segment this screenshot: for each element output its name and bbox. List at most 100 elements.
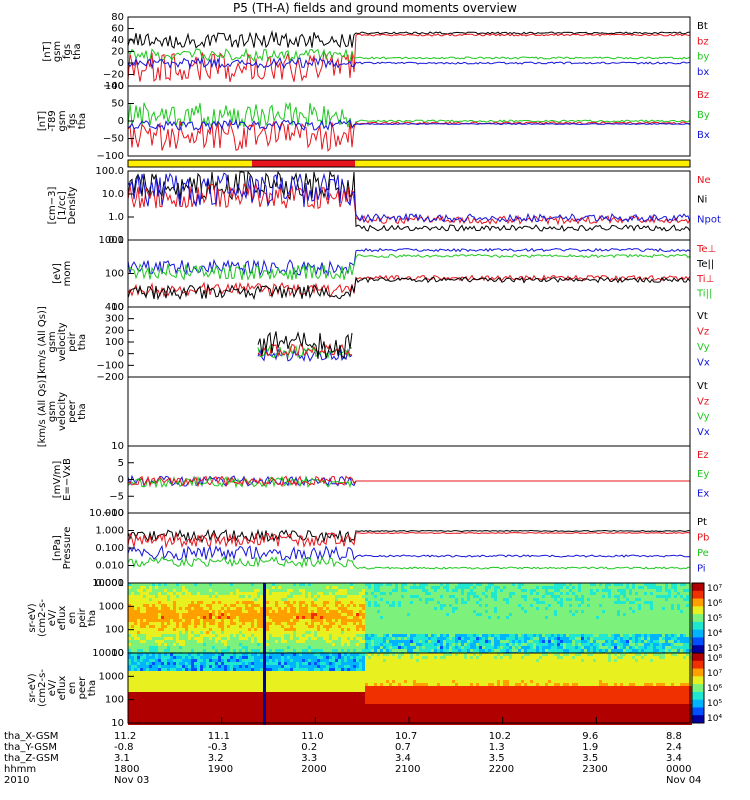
spectrogram-cell (158, 677, 161, 680)
spectrogram-cell (605, 601, 608, 604)
spectrogram-cell (593, 601, 596, 604)
spectrogram-cell (221, 625, 224, 628)
spectrogram-cell (434, 649, 437, 652)
spectrogram-cell (299, 598, 302, 601)
spectrogram-cell (605, 589, 608, 592)
spectrogram-cell (404, 598, 407, 601)
spectrogram-cell (620, 649, 623, 652)
spectrogram-cell (557, 613, 560, 616)
spectrogram-cell (620, 619, 623, 622)
spectrogram-cell (413, 589, 416, 592)
spectrogram-cell (314, 592, 317, 595)
spectrogram-cell (644, 610, 647, 613)
spectrogram-cell (269, 625, 272, 628)
spectrogram-cell (266, 628, 269, 631)
spectrogram-cell (566, 646, 569, 649)
spectrogram-cell (332, 646, 335, 649)
spectrogram-cell (635, 631, 638, 634)
spectrogram-cell (593, 589, 596, 592)
spectrogram-cell (584, 637, 587, 640)
spectrogram-cell (644, 586, 647, 589)
spectrogram-cell (431, 601, 434, 604)
spectrogram-cell (176, 689, 179, 692)
spectrogram-cell (254, 592, 257, 595)
spectrogram-cell (134, 640, 137, 643)
spectrogram-cell (608, 622, 611, 625)
spectrogram-cell (140, 607, 143, 610)
spectrogram-cell (356, 601, 359, 604)
spectrogram-cell (377, 610, 380, 613)
spectrogram-cell (173, 628, 176, 631)
spectrogram-cell (158, 592, 161, 595)
spectrogram-cell (608, 634, 611, 637)
spectrogram-cell (194, 589, 197, 592)
spectrogram-cell (497, 628, 500, 631)
spectrogram-cell (362, 589, 365, 592)
spectrogram-cell (164, 643, 167, 646)
spectrogram-cell (146, 604, 149, 607)
spectrogram-cell (131, 592, 134, 595)
spectrogram-cell (170, 631, 173, 634)
spectrogram-cell (452, 583, 455, 586)
spectrogram-cell (422, 649, 425, 652)
spectrogram-cell (494, 628, 497, 631)
spectrogram-cell (410, 607, 413, 610)
spectrogram-cell (458, 595, 461, 598)
spectrogram-cell (680, 631, 683, 634)
spectrogram-cell (677, 586, 680, 589)
spectrogram-cell (209, 601, 212, 604)
spectrogram-cell (404, 628, 407, 631)
spectrogram-cell (149, 592, 152, 595)
spectrogram-cell (386, 643, 389, 646)
spectrogram-cell (140, 640, 143, 643)
spectrogram-cell (626, 628, 629, 631)
spectrogram-cell (593, 598, 596, 601)
spectrogram-cell (152, 668, 155, 671)
spectrogram-cell (437, 604, 440, 607)
spectrogram-cell (323, 640, 326, 643)
spectrogram-cell (611, 619, 614, 622)
spectrogram-cell (131, 719, 134, 722)
spectrogram-cell (299, 595, 302, 598)
spectrogram-cell (464, 586, 467, 589)
spectrogram-cell (215, 646, 218, 649)
spectrogram-cell (245, 607, 248, 610)
spectrogram-cell (143, 695, 146, 698)
spectrogram-cell (224, 592, 227, 595)
spectrogram-cell (317, 598, 320, 601)
spectrogram-cell (209, 598, 212, 601)
spectrogram-cell (173, 601, 176, 604)
spectrogram-cell (590, 646, 593, 649)
spectrogram-cell (500, 610, 503, 613)
spectrogram-cell (302, 613, 305, 616)
spectrogram-cell (323, 631, 326, 634)
spectrogram-cell (182, 646, 185, 649)
spectrogram-cell (404, 625, 407, 628)
spectrogram-cell (131, 595, 134, 598)
spectrogram-cell (578, 613, 581, 616)
spectrogram-cell (137, 628, 140, 631)
spectrogram-cell (410, 583, 413, 586)
spectrogram-cell (290, 640, 293, 643)
spectrogram-cell (635, 598, 638, 601)
spectrogram-cell (128, 607, 131, 610)
spectrogram-cell (269, 616, 272, 619)
spectrogram-cell (401, 619, 404, 622)
spectrogram-cell (500, 640, 503, 643)
spectrogram-cell (182, 662, 185, 665)
spectrogram-cell (509, 586, 512, 589)
spectrogram-cell (677, 631, 680, 634)
spectrogram-cell (458, 649, 461, 652)
spectrogram-cell (650, 619, 653, 622)
spectrogram-cell (425, 649, 428, 652)
spectrogram-cell (143, 659, 146, 662)
spectrogram-cell (563, 634, 566, 637)
spectrogram-cell (326, 643, 329, 646)
spectrogram-cell (683, 625, 686, 628)
spectrogram-cell (128, 665, 131, 668)
spectrogram-cell (182, 607, 185, 610)
spectrogram-cell (170, 628, 173, 631)
spectrogram-cell (251, 628, 254, 631)
spectrogram-cell (341, 583, 344, 586)
spectrogram-cell (284, 610, 287, 613)
